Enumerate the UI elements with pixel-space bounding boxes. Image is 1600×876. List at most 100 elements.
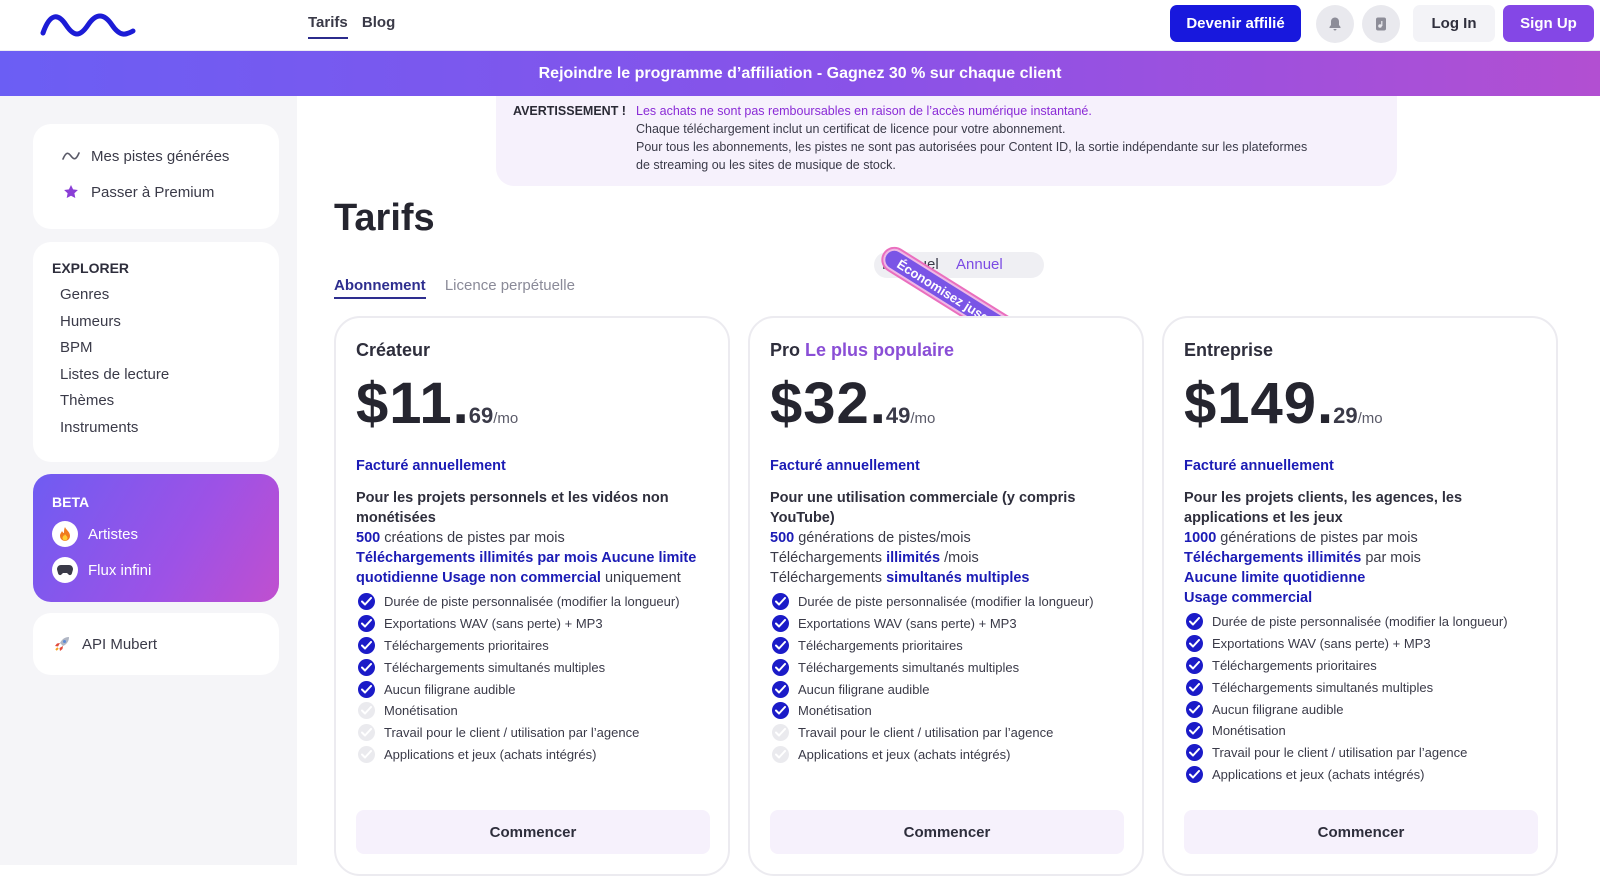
affiliate-banner-text: Rejoindre le programme d’affiliation - G… [538, 64, 1062, 82]
beta-item-label: Flux infini [88, 561, 152, 579]
signup-button[interactable]: Sign Up [1503, 5, 1594, 42]
sidebar-item-premium[interactable]: Passer à Premium [61, 174, 251, 210]
feature-label: Téléchargements prioritaires [1212, 657, 1377, 673]
billing-note: Facturé annuellement [770, 458, 920, 474]
warning-line-contentid: Pour tous les abonnements, les pistes ne… [636, 140, 1308, 154]
price-cents: 49 [885, 403, 911, 428]
feature-label: Travail pour le client / utilisation par… [1212, 745, 1468, 761]
beta-item-label: Artistes [88, 525, 139, 543]
plan-quota-text: créations de pistes par mois [380, 530, 565, 546]
price-cents: 29 [1333, 403, 1358, 428]
nav-blog[interactable]: Blog [361, 14, 396, 31]
feature-label: Applications et jeux (achats intégrés) [1212, 766, 1425, 782]
explore-playlists[interactable]: Listes de lecture [60, 365, 170, 383]
plan-highlights: Téléchargements illimités par mois Aucun… [356, 550, 697, 586]
feature-item: Téléchargements simultanés multiples [1186, 676, 1546, 698]
feature-label: Téléchargements simultanés multiples [798, 659, 1020, 675]
check-icon [772, 636, 789, 654]
check-disabled-icon [358, 724, 375, 742]
plan-description: Pour une utilisation commerciale (y comp… [770, 488, 1126, 588]
explore-moods[interactable]: Humeurs [60, 312, 121, 330]
feature-item: Durée de piste personnalisée (modifier l… [358, 591, 718, 613]
notifications-button[interactable] [1316, 5, 1354, 43]
price-main: $32 [770, 371, 870, 436]
plan-card-enterprise: Entreprise $149. 29/mo Facturé annuelleme… [1162, 316, 1558, 876]
check-icon [358, 680, 375, 698]
warning-label: AVERTISSEMENT ! [513, 104, 626, 118]
beta-item-infinite-stream[interactable]: Flux infini [52, 552, 260, 588]
price-main: $11 [356, 371, 453, 436]
bell-icon [1329, 17, 1341, 31]
tab-subscription[interactable]: Abonnement [334, 277, 426, 299]
affiliate-banner[interactable]: Rejoindre le programme d’affiliation - G… [0, 51, 1600, 96]
start-button[interactable]: Commencer [1184, 810, 1538, 854]
feature-item: Aucun filigrane audible [1186, 698, 1546, 720]
top-bar: Tarifs Blog Devenir affilié Log In Sign … [0, 0, 1600, 51]
toggle-annual[interactable]: Annuel [956, 256, 1003, 273]
sidebar-top-card: Mes pistes générées Passer à Premium [33, 124, 279, 229]
feature-item: Applications et jeux (achats intégrés) [358, 744, 718, 766]
check-icon [772, 658, 789, 676]
popular-badge: Le plus populaire [805, 340, 955, 360]
sidebar-item-label: Mes pistes générées [91, 147, 230, 165]
feature-list: Durée de piste personnalisée (modifier l… [358, 591, 718, 765]
feature-list: Durée de piste personnalisée (modifier l… [1186, 611, 1546, 785]
price-cents: 69 [468, 403, 494, 428]
feature-item: Travail pour le client / utilisation par… [1186, 742, 1546, 764]
plan-price: $11. 69/mo [356, 371, 519, 436]
feature-label: Téléchargements simultanés multiples [384, 659, 606, 675]
explore-bpm[interactable]: BPM [60, 339, 93, 356]
explore-instruments[interactable]: Instruments [60, 418, 139, 436]
plan-card-pro: Pro Le plus populaire $32. 49/mo Facturé … [748, 316, 1144, 876]
feature-item: Exportations WAV (sans perte) + MP3 [772, 613, 1132, 635]
feature-label: Aucun filigrane audible [384, 681, 516, 697]
login-button[interactable]: Log In [1413, 5, 1495, 42]
warning-line-license: Chaque téléchargement inclut un certific… [636, 122, 1066, 136]
plan-quota-text: générations de pistes par mois [1216, 530, 1418, 546]
plan-name-text: Pro [770, 340, 801, 360]
explore-themes[interactable]: Thèmes [60, 392, 115, 409]
nav-tarifs[interactable]: Tarifs [308, 14, 348, 39]
feature-label: Téléchargements prioritaires [798, 637, 963, 653]
start-button[interactable]: Commencer [770, 810, 1124, 854]
star-icon [61, 182, 81, 202]
feature-label: Exportations WAV (sans perte) + MP3 [384, 616, 603, 632]
plan-name: Créateur [356, 340, 430, 361]
feature-label: Monétisation [798, 703, 872, 719]
sidebar-item-api[interactable]: API Mubert [52, 626, 260, 662]
become-affiliate-button[interactable]: Devenir affilié [1170, 5, 1301, 42]
downloads-post: par mois [1361, 550, 1421, 566]
feature-item: Durée de piste personnalisée (modifier l… [1186, 611, 1546, 633]
feature-item: Téléchargements prioritaires [1186, 655, 1546, 677]
check-icon [1186, 635, 1203, 653]
feature-item: Monétisation [772, 700, 1132, 722]
check-disabled-icon [772, 724, 789, 742]
start-button[interactable]: Commencer [356, 810, 710, 854]
rocket-icon [52, 634, 72, 654]
beta-card: BETA Artistes Flux infini [33, 474, 279, 602]
feature-item: Téléchargements prioritaires [772, 635, 1132, 657]
simultaneous-hl: simultanés multiples [886, 570, 1030, 586]
plan-audience: Pour les projets personnels et les vidéo… [356, 490, 669, 526]
fire-icon [52, 521, 78, 547]
feature-item: Monétisation [358, 700, 718, 722]
check-icon [358, 615, 375, 633]
sidebar-item-generated-tracks[interactable]: Mes pistes générées [61, 138, 251, 174]
feature-item: Travail pour le client / utilisation par… [358, 722, 718, 744]
plan-audience: Pour une utilisation commerciale (y comp… [770, 490, 1076, 526]
price-main: $149 [1184, 371, 1318, 436]
feature-list: Durée de piste personnalisée (modifier l… [772, 591, 1132, 765]
commercial-use: Usage commercial [1184, 590, 1313, 606]
check-disabled-icon [358, 745, 375, 763]
mubert-logo[interactable] [40, 9, 136, 39]
billing-note: Facturé annuellement [1184, 458, 1334, 474]
feature-label: Aucun filigrane audible [798, 681, 930, 697]
tab-perpetual-license[interactable]: Licence perpétuelle [444, 277, 575, 294]
plan-quota: 500 [770, 530, 795, 546]
wave-icon [61, 146, 81, 166]
plan-name: Pro Le plus populaire [770, 340, 954, 361]
library-button[interactable] [1362, 5, 1400, 43]
beta-item-artists[interactable]: Artistes [52, 516, 260, 552]
check-icon [772, 680, 789, 698]
explore-genres[interactable]: Genres [60, 286, 110, 303]
